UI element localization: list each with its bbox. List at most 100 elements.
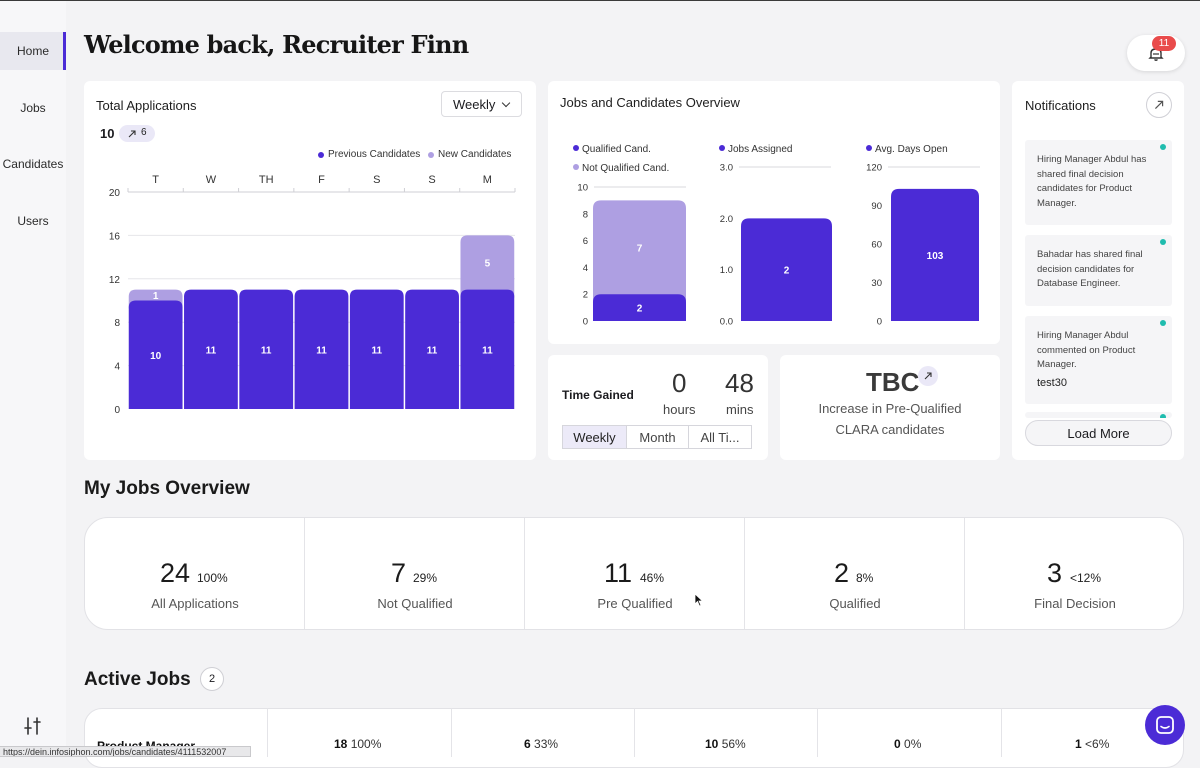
tab-weekly[interactable]: Weekly bbox=[562, 425, 627, 449]
overview-label: Final Decision bbox=[1034, 596, 1116, 611]
tab-all-time[interactable]: All Ti... bbox=[688, 425, 752, 449]
jobs-candidates-title: Jobs and Candidates Overview bbox=[560, 95, 740, 110]
bar-new-candidates bbox=[460, 235, 515, 298]
status-bar-url: https://dein.infosiphon.com/jobs/candida… bbox=[0, 746, 251, 757]
hours-unit: hours bbox=[663, 402, 696, 417]
notifications-title: Notifications bbox=[1025, 98, 1096, 113]
divider bbox=[267, 708, 268, 757]
divider bbox=[1001, 708, 1002, 757]
y-tick-label: 3.0 bbox=[720, 163, 733, 174]
overview-value: 3 bbox=[1047, 558, 1063, 588]
divider bbox=[634, 708, 635, 757]
legend-label: Previous Candidates bbox=[328, 149, 421, 160]
job-stat: 18 100% bbox=[334, 737, 381, 751]
bar-not-qualified bbox=[593, 200, 686, 303]
job-stat: 0 0% bbox=[894, 737, 921, 751]
job-stat-value: 10 bbox=[705, 737, 719, 751]
y-tick-label: 90 bbox=[871, 201, 882, 212]
divider bbox=[524, 518, 525, 629]
notification-item[interactable]: Bahadar has shared final decision candid… bbox=[1025, 235, 1172, 306]
sidebar-item-label: Jobs bbox=[20, 101, 46, 115]
notification-item[interactable]: Hiring Manager Abdul commented on Produc… bbox=[1025, 316, 1172, 404]
window-top-border bbox=[0, 0, 1200, 1]
divider bbox=[744, 518, 745, 629]
legend-dot bbox=[573, 145, 579, 151]
x-tick-label: T bbox=[152, 174, 159, 186]
notification-text: Hiring Manager Abdul commented on Produc… bbox=[1037, 330, 1136, 370]
legend-label: New Candidates bbox=[438, 149, 512, 160]
x-tick-label: S bbox=[373, 174, 380, 186]
bar-data-label: 1 bbox=[153, 291, 159, 302]
overview-value: 7 bbox=[391, 558, 407, 588]
sidebar-item-home[interactable]: Home bbox=[0, 32, 66, 70]
bar-data-label: 5 bbox=[485, 259, 491, 270]
period-dropdown[interactable]: Weekly bbox=[441, 91, 522, 117]
bar-data-label: 11 bbox=[261, 345, 272, 356]
y-tick-label: 10 bbox=[577, 183, 588, 194]
overview-pct: 46% bbox=[640, 571, 665, 585]
bar-data-label: 11 bbox=[427, 345, 438, 356]
bar-previous-candidates bbox=[294, 289, 349, 409]
overview-all-applications[interactable]: 24 100% All Applications bbox=[85, 518, 305, 629]
overview-label: Qualified bbox=[829, 596, 881, 611]
chat-launcher-button[interactable] bbox=[1145, 705, 1185, 745]
legend-label: Qualified Cand. bbox=[582, 144, 651, 155]
active-jobs-title: Active Jobs bbox=[84, 669, 191, 690]
notification-extra: test30 bbox=[1037, 377, 1067, 389]
divider bbox=[451, 708, 452, 757]
y-tick-label: 30 bbox=[871, 278, 882, 289]
legend-dot bbox=[866, 145, 872, 151]
clara-card bbox=[780, 355, 1000, 460]
x-tick-label: TH bbox=[259, 174, 274, 186]
legend-label: Avg. Days Open bbox=[875, 144, 948, 155]
mouse-cursor-icon bbox=[694, 593, 704, 607]
job-stat-value: 18 bbox=[334, 737, 348, 751]
tune-icon[interactable] bbox=[22, 715, 44, 737]
overview-label: All Applications bbox=[151, 596, 239, 611]
total-applications-count: 10 bbox=[100, 126, 115, 141]
bar-previous-candidates bbox=[239, 289, 294, 409]
overview-pct: 100% bbox=[197, 571, 228, 585]
unread-dot bbox=[1160, 239, 1166, 245]
jobs-overview-title: My Jobs Overview bbox=[84, 478, 250, 499]
y-tick-label: 4 bbox=[114, 362, 120, 373]
notification-text: Hiring Manager Abdul has shared final de… bbox=[1037, 154, 1147, 209]
overview-final-decision[interactable]: 3 <12% Final Decision bbox=[965, 518, 1185, 629]
y-tick-label: 8 bbox=[583, 209, 588, 220]
bar-avg-days-open bbox=[891, 188, 979, 321]
jobs-overview-card: 24 100% All Applications 7 29% Not Quali… bbox=[84, 517, 1184, 630]
notifications-open-button[interactable] bbox=[1146, 92, 1172, 118]
tab-month[interactable]: Month bbox=[626, 425, 689, 449]
sidebar: Home Jobs Candidates Users bbox=[0, 1, 66, 757]
notification-item-partial bbox=[1025, 412, 1172, 418]
legend-dot bbox=[318, 151, 324, 158]
load-more-button[interactable]: Load More bbox=[1025, 420, 1172, 446]
sidebar-item-jobs[interactable]: Jobs bbox=[0, 89, 66, 127]
bar-previous-candidates bbox=[128, 300, 183, 409]
sidebar-item-candidates[interactable]: Candidates bbox=[0, 145, 66, 183]
notification-item[interactable]: Hiring Manager Abdul has shared final de… bbox=[1025, 140, 1172, 225]
unread-dot bbox=[1160, 414, 1166, 418]
job-stat-pct: 56% bbox=[721, 737, 746, 751]
notification-text: Bahadar has shared final decision candid… bbox=[1037, 249, 1143, 289]
notification-count-badge: 11 bbox=[1152, 36, 1176, 51]
overview-pre-qualified[interactable]: 11 46% Pre Qualified bbox=[525, 518, 745, 629]
y-tick-label: 60 bbox=[871, 240, 882, 251]
y-tick-label: 12 bbox=[109, 275, 121, 286]
divider bbox=[964, 518, 965, 629]
job-stat-value: 0 bbox=[894, 737, 901, 751]
legend-previous: Previous Candidates bbox=[318, 149, 420, 160]
bar-qualified bbox=[593, 294, 686, 321]
sidebar-item-label: Home bbox=[16, 44, 49, 58]
y-tick-label: 20 bbox=[109, 188, 121, 199]
y-tick-label: 120 bbox=[866, 163, 882, 174]
bar-previous-candidates bbox=[184, 289, 238, 409]
arrow-up-right-icon bbox=[924, 372, 932, 380]
job-stat-pct: 0% bbox=[904, 737, 922, 751]
unread-dot bbox=[1160, 320, 1166, 326]
overview-qualified[interactable]: 2 8% Qualified bbox=[745, 518, 965, 629]
overview-not-qualified[interactable]: 7 29% Not Qualified bbox=[305, 518, 525, 629]
bar-previous-candidates bbox=[460, 289, 515, 409]
chat-icon bbox=[1156, 716, 1174, 734]
sidebar-item-users[interactable]: Users bbox=[0, 202, 66, 240]
